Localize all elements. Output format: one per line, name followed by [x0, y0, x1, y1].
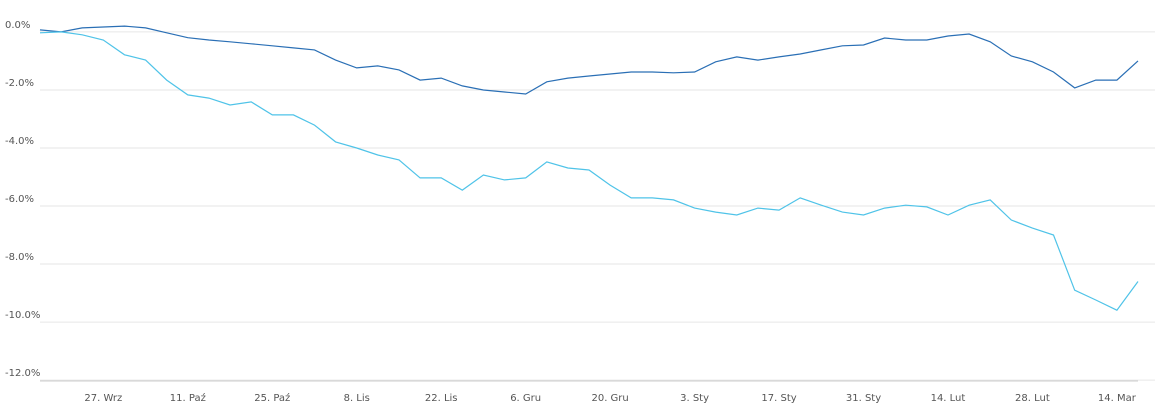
- x-tick-label: 14. Lut: [931, 393, 966, 404]
- x-tick-label: 31. Sty: [846, 393, 881, 404]
- x-tick-label: 20. Gru: [591, 393, 628, 404]
- y-tick-label: 0.0%: [5, 20, 30, 31]
- x-tick-label: 6. Gru: [510, 393, 541, 404]
- x-tick-label: 28. Lut: [1015, 393, 1050, 404]
- x-tick-label: 22. Lis: [425, 393, 458, 404]
- y-tick-label: -2.0%: [5, 78, 34, 89]
- x-tick-label: 27. Wrz: [84, 393, 122, 404]
- x-tick-label: 3. Sty: [680, 393, 709, 404]
- y-tick-label: -8.0%: [5, 252, 34, 263]
- x-tick-label: 25. Paź: [254, 392, 290, 404]
- y-tick-label: -12.0%: [5, 368, 40, 379]
- y-tick-label: -10.0%: [5, 310, 40, 321]
- x-tick-label: 8. Lis: [344, 393, 370, 404]
- x-tick-label: 14. Mar: [1098, 393, 1137, 404]
- y-tick-label: -6.0%: [5, 194, 34, 205]
- series-line: [39, 31, 1139, 311]
- series-line: [39, 25, 1139, 95]
- y-tick-label: -4.0%: [5, 136, 34, 147]
- x-tick-label: 17. Sty: [761, 393, 796, 404]
- x-tick-label: 11. Paź: [170, 392, 206, 404]
